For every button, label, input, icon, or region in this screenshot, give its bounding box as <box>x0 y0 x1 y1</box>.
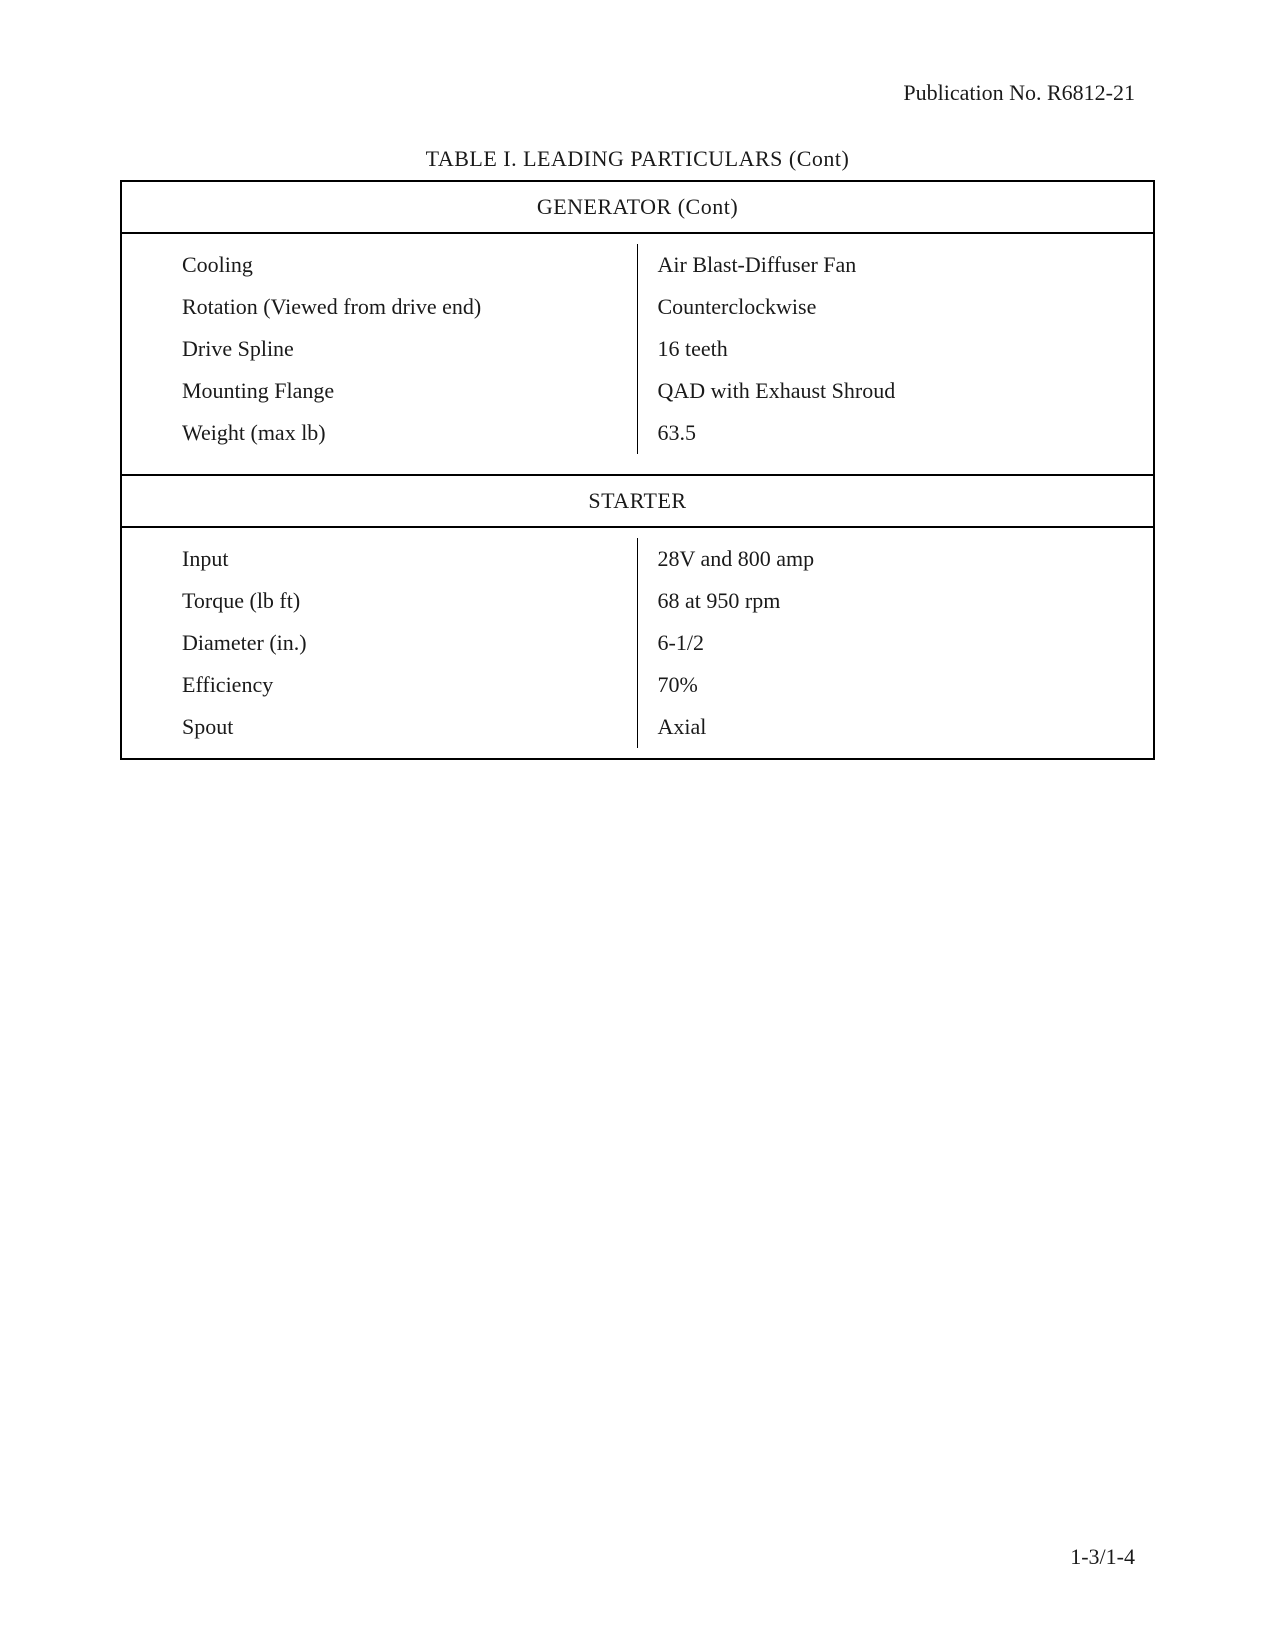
row-label: Rotation (Viewed from drive end) <box>122 286 638 328</box>
row-value: 63.5 <box>638 412 1154 454</box>
table-row: Diameter (in.) 6-1/2 <box>122 622 1153 664</box>
row-value: QAD with Exhaust Shroud <box>638 370 1154 412</box>
section-body-starter: Input 28V and 800 amp Torque (lb ft) 68 … <box>122 528 1153 758</box>
table-row: Mounting Flange QAD with Exhaust Shroud <box>122 370 1153 412</box>
row-label: Efficiency <box>122 664 638 706</box>
page-number: 1-3/1-4 <box>1070 1544 1135 1570</box>
publication-header: Publication No. R6812-21 <box>120 80 1155 106</box>
table-row: Cooling Air Blast-Diffuser Fan <box>122 244 1153 286</box>
row-value: Axial <box>638 706 1154 748</box>
table-row: Efficiency 70% <box>122 664 1153 706</box>
row-label: Drive Spline <box>122 328 638 370</box>
row-value: Counterclockwise <box>638 286 1154 328</box>
table-row: Weight (max lb) 63.5 <box>122 412 1153 454</box>
section-header-generator: GENERATOR (Cont) <box>122 182 1153 234</box>
section-body-generator: Cooling Air Blast-Diffuser Fan Rotation … <box>122 234 1153 474</box>
row-label: Spout <box>122 706 638 748</box>
row-label: Weight (max lb) <box>122 412 638 454</box>
row-value: 70% <box>638 664 1154 706</box>
row-value: 16 teeth <box>638 328 1154 370</box>
row-value: Air Blast-Diffuser Fan <box>638 244 1154 286</box>
row-label: Input <box>122 538 638 580</box>
table-row: Spout Axial <box>122 706 1153 748</box>
row-label: Cooling <box>122 244 638 286</box>
table-row: Input 28V and 800 amp <box>122 538 1153 580</box>
section-header-starter: STARTER <box>122 474 1153 528</box>
row-label: Torque (lb ft) <box>122 580 638 622</box>
row-value: 68 at 950 rpm <box>638 580 1154 622</box>
row-value: 28V and 800 amp <box>638 538 1154 580</box>
table-row: Drive Spline 16 teeth <box>122 328 1153 370</box>
row-value: 6-1/2 <box>638 622 1154 664</box>
row-label: Diameter (in.) <box>122 622 638 664</box>
table-title: TABLE I. LEADING PARTICULARS (Cont) <box>120 146 1155 172</box>
table-row: Torque (lb ft) 68 at 950 rpm <box>122 580 1153 622</box>
table-row: Rotation (Viewed from drive end) Counter… <box>122 286 1153 328</box>
spec-table: GENERATOR (Cont) Cooling Air Blast-Diffu… <box>120 180 1155 760</box>
row-label: Mounting Flange <box>122 370 638 412</box>
